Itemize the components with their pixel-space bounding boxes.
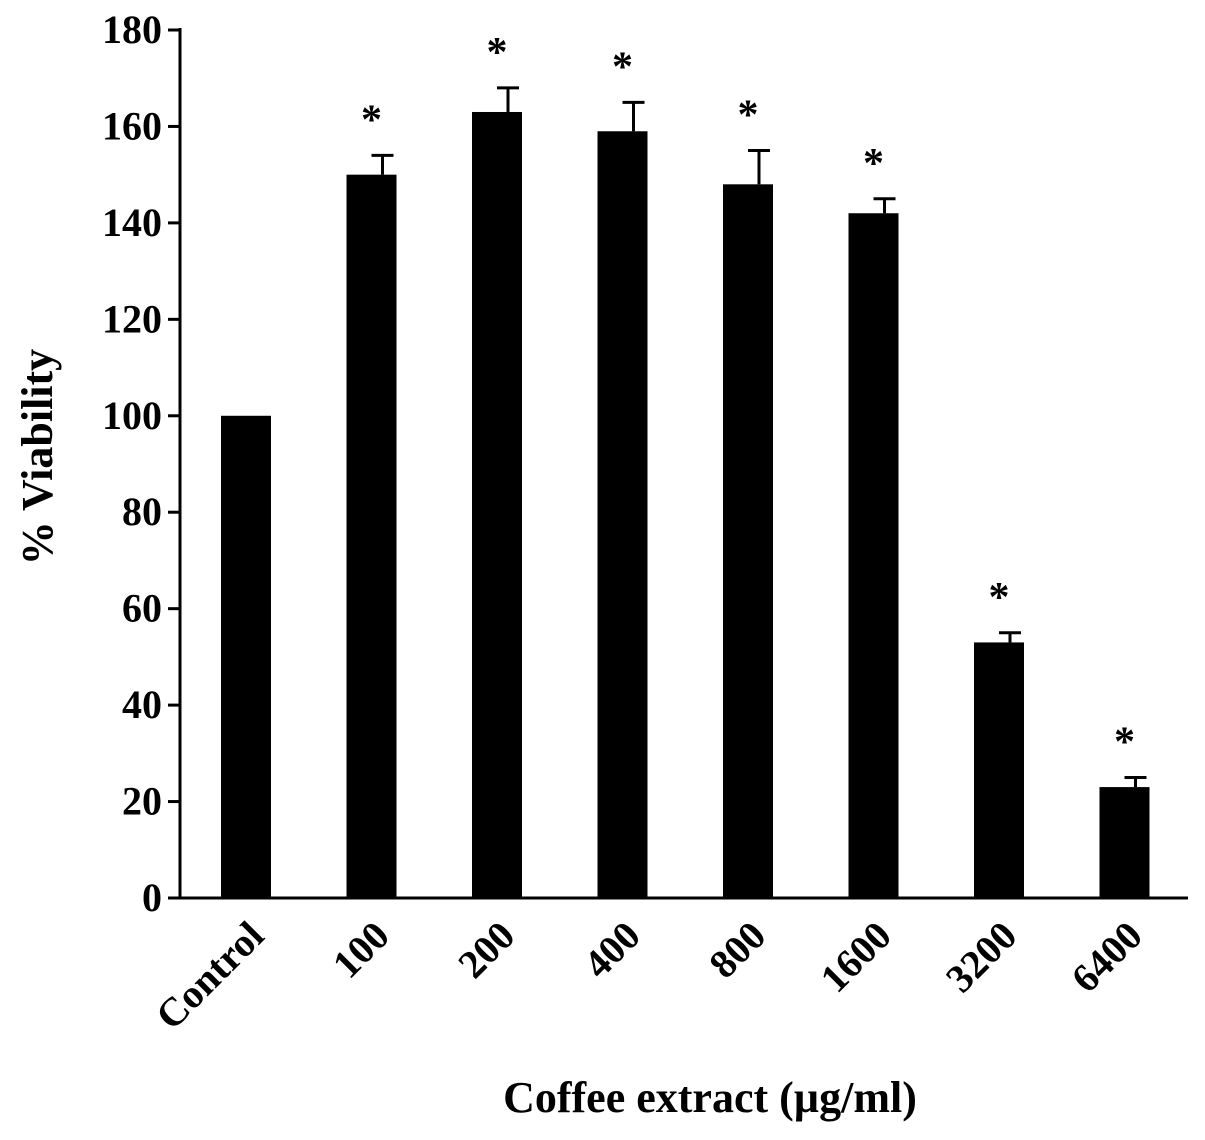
bars	[221, 111, 1150, 899]
error-bar	[748, 149, 770, 185]
x-tick-label: 6400	[1062, 913, 1150, 1001]
y-tick-label: 20	[122, 779, 162, 824]
bar	[221, 415, 271, 898]
x-tick-label: Control	[147, 913, 273, 1039]
bar	[974, 642, 1024, 898]
x-tick-label: 3200	[937, 913, 1025, 1001]
y-tick-label: 80	[122, 489, 162, 534]
significance-marker: *	[738, 93, 759, 139]
y-tick-label: 120	[102, 296, 162, 341]
x-tick-label: 1600	[811, 913, 899, 1001]
x-tick-label: 400	[575, 913, 649, 987]
y-tick-label: 0	[142, 875, 162, 920]
significance-marker: *	[989, 575, 1010, 621]
y-tick-label: 160	[102, 103, 162, 148]
error-bars	[371, 86, 1147, 788]
error-bar	[999, 631, 1021, 643]
y-tick-label: 180	[102, 7, 162, 52]
significance-marker: *	[863, 141, 884, 187]
y-tick-label: 100	[102, 393, 162, 438]
error-bar	[873, 197, 896, 214]
category-labels: Control 100 200 400 800 1600 3200 6400	[147, 913, 1151, 1039]
error-bar	[1124, 775, 1147, 788]
bar	[472, 111, 522, 898]
significance-marker: *	[361, 97, 382, 143]
significance-marker: *	[612, 44, 633, 90]
bar	[1099, 787, 1150, 898]
y-axis-title: % Viability	[13, 349, 62, 565]
y-axis: 0 20 40 60 80 100 120 140 160 180	[102, 7, 182, 920]
x-tick-label: 800	[700, 913, 774, 987]
x-tick-label: 200	[449, 913, 523, 987]
bar	[848, 213, 899, 898]
x-tick-label: 100	[324, 913, 398, 987]
y-tick-label: 40	[122, 682, 162, 727]
error-bar	[497, 86, 519, 112]
bar	[723, 184, 773, 899]
error-bar	[622, 100, 645, 132]
significance-marker: *	[487, 30, 508, 76]
y-tick-label: 140	[102, 200, 162, 245]
significance-marker: *	[1114, 719, 1135, 765]
bar	[597, 131, 648, 898]
bar	[346, 174, 397, 898]
error-bar	[371, 153, 394, 175]
x-axis-title: Coffee extract (µg/ml)	[503, 1073, 917, 1122]
significance-markers: * * * * * * *	[361, 30, 1135, 766]
y-tick-label: 60	[122, 586, 162, 631]
